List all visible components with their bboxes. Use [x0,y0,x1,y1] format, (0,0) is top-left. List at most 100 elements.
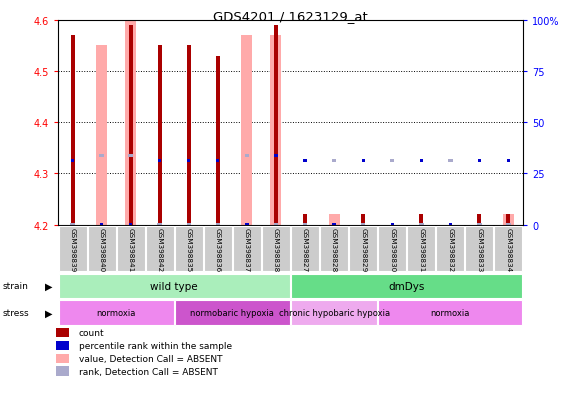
Text: strain: strain [3,282,29,290]
Bar [291,226,319,272]
Text: GSM398831: GSM398831 [418,228,424,272]
Text: GSM398833: GSM398833 [476,228,482,272]
Bar [494,226,522,272]
Bar [59,301,174,325]
Bar [448,160,453,163]
Bar [274,26,278,225]
Bar [129,224,132,226]
Text: GSM398842: GSM398842 [157,228,163,272]
Bar [478,160,481,163]
Bar [216,160,220,163]
Bar [507,160,510,163]
Bar [303,160,307,163]
Bar [378,301,522,325]
Bar [262,226,290,272]
Bar [56,354,69,363]
Text: GSM398827: GSM398827 [302,228,308,272]
Bar [56,328,69,337]
Bar [187,224,191,226]
Bar [187,46,191,225]
Bar [71,160,74,163]
Bar [56,341,69,350]
Bar [175,226,203,272]
Bar [157,46,162,225]
Bar [56,367,69,376]
Bar [245,155,249,157]
Bar [506,224,511,226]
Bar [99,155,104,157]
Bar [71,36,74,225]
Bar [328,215,339,225]
Text: GSM398841: GSM398841 [128,228,134,272]
Bar [204,226,232,272]
Bar [216,224,220,226]
Bar [361,215,365,225]
Bar [449,224,452,226]
Bar [477,215,481,225]
Bar [419,215,423,225]
Text: rank, Detection Call = ABSENT: rank, Detection Call = ABSENT [79,367,218,376]
Bar [88,226,116,272]
Bar [291,274,522,298]
Bar [390,224,394,226]
Bar [332,160,336,163]
Text: dmDys: dmDys [389,281,425,291]
Text: GSM398838: GSM398838 [273,228,279,272]
Bar [187,160,191,163]
Text: ▶: ▶ [45,281,52,291]
Bar [477,224,482,226]
Bar [465,226,493,272]
Bar [271,36,282,225]
Text: GSM398830: GSM398830 [389,228,395,272]
Text: GSM398840: GSM398840 [99,228,105,272]
Text: GDS4201 / 1623129_at: GDS4201 / 1623129_at [213,10,368,23]
Bar [503,215,514,225]
Text: GSM398836: GSM398836 [215,228,221,272]
Bar [96,46,107,225]
Bar [233,226,261,272]
Bar [407,226,435,272]
Bar [390,160,394,163]
Bar [419,224,424,226]
Text: stress: stress [3,309,30,317]
Bar [291,301,377,325]
Bar [349,226,377,272]
Bar [70,224,75,226]
Bar [361,160,365,163]
Bar [175,301,290,325]
Bar [146,226,174,272]
Text: GSM398839: GSM398839 [70,228,76,272]
Bar [128,155,133,157]
Text: normoxia: normoxia [431,309,470,317]
Bar [129,26,132,225]
Bar [419,160,423,163]
Bar [117,226,145,272]
Bar [216,57,220,225]
Text: ▶: ▶ [45,308,52,318]
Text: GSM398837: GSM398837 [244,228,250,272]
Bar [436,226,464,272]
Text: value, Detection Call = ABSENT: value, Detection Call = ABSENT [79,354,223,363]
Bar [378,226,406,272]
Text: chronic hypobaric hypoxia: chronic hypobaric hypoxia [278,309,390,317]
Text: percentile rank within the sample: percentile rank within the sample [79,341,232,350]
Bar [332,224,336,226]
Text: GSM398835: GSM398835 [186,228,192,272]
Bar [158,160,162,163]
Text: GSM398828: GSM398828 [331,228,337,272]
Bar [59,226,87,272]
Bar [157,224,162,226]
Text: GSM398834: GSM398834 [505,228,511,272]
Text: GSM398829: GSM398829 [360,228,366,272]
Bar [303,224,307,226]
Text: normoxia: normoxia [96,309,136,317]
Bar [303,215,307,225]
Bar [274,155,278,157]
Bar [320,226,348,272]
Bar [242,36,252,225]
Text: wild type: wild type [150,281,198,291]
Bar [59,274,290,298]
Bar [125,21,136,225]
Text: count: count [79,328,105,337]
Text: normobaric hypoxia: normobaric hypoxia [191,309,274,317]
